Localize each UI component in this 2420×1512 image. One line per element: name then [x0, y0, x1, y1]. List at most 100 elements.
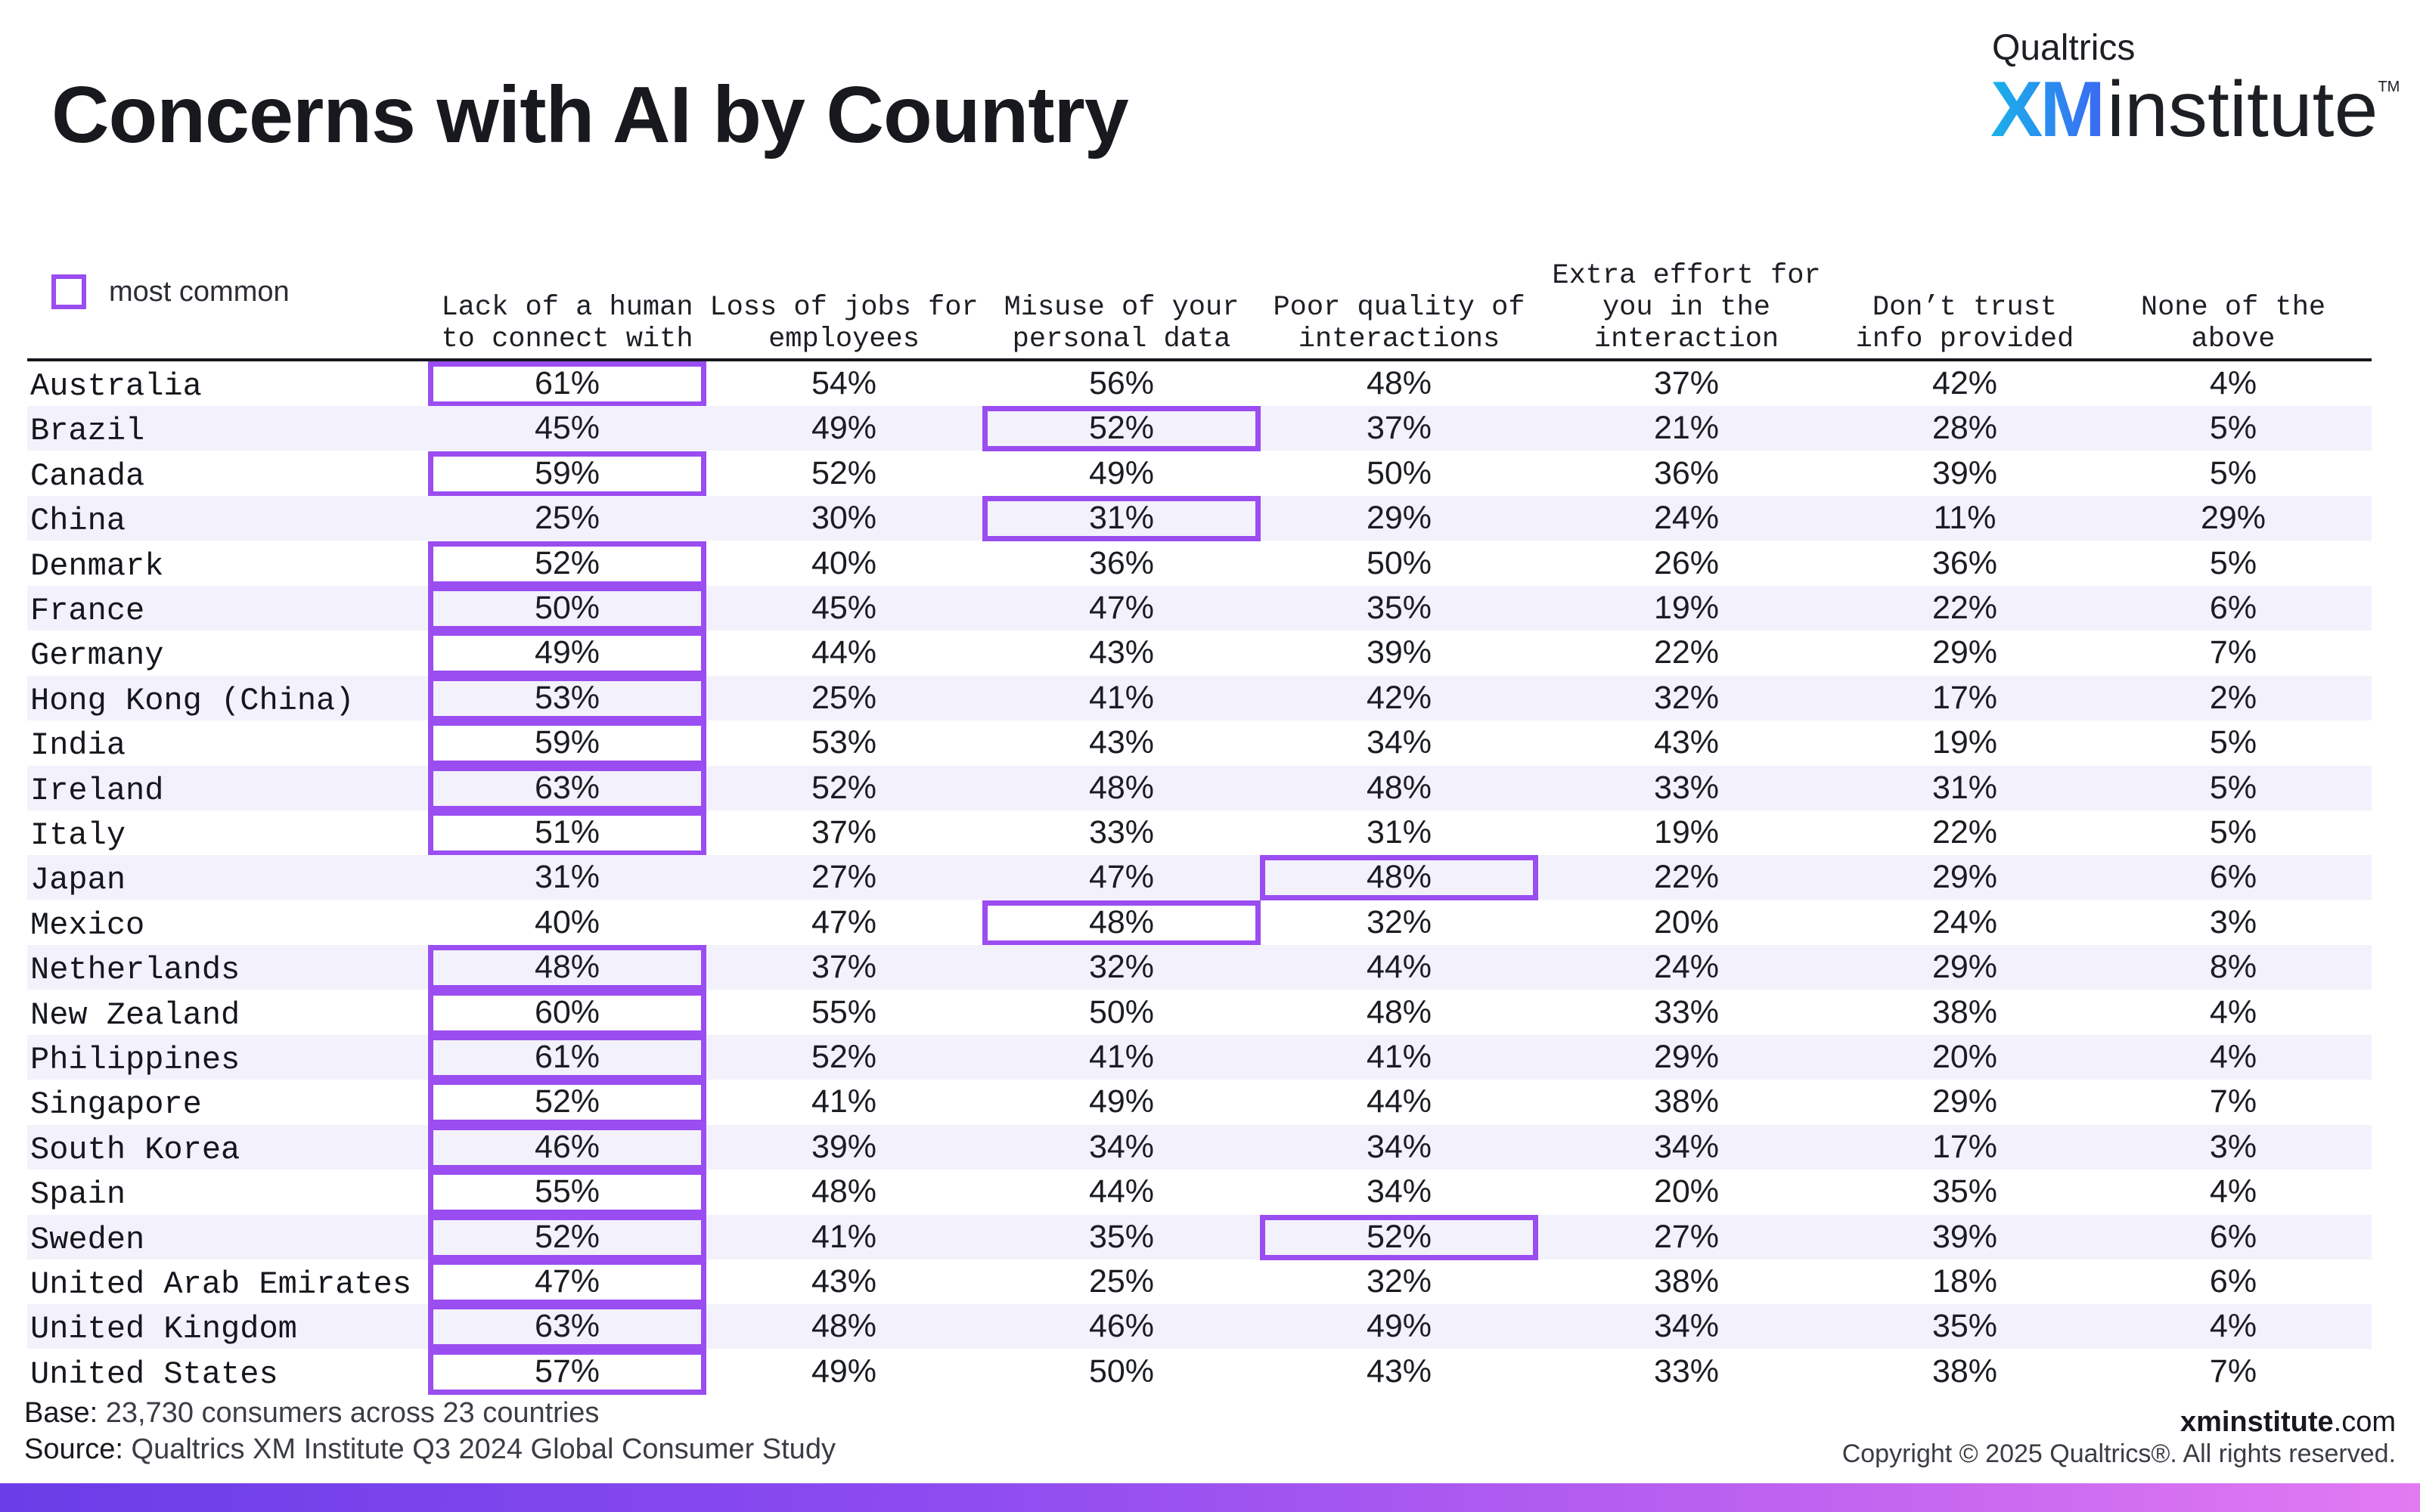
- table-cell: 48%: [811, 1308, 877, 1345]
- table-cell: 48%: [811, 1173, 877, 1210]
- website-link[interactable]: xminstitute.com: [2180, 1406, 2396, 1439]
- website-suffix: .com: [2333, 1406, 2396, 1438]
- table-cell-most-common: 48%: [1260, 855, 1538, 901]
- table-cell: 4%: [2209, 1308, 2257, 1345]
- table-cell: 41%: [1088, 1039, 1155, 1075]
- country-label: Ireland: [30, 772, 164, 809]
- table-cell: 17%: [1931, 1128, 1998, 1165]
- country-label: Italy: [30, 817, 126, 854]
- table-cell: 48%: [1088, 769, 1155, 806]
- table-cell: 29%: [1931, 859, 1998, 896]
- table-cell-most-common: 52%: [428, 1080, 706, 1126]
- table-cell: 42%: [1931, 365, 1998, 401]
- country-label: Canada: [30, 457, 145, 494]
- table-cell: 33%: [1653, 769, 1720, 806]
- table-cell: 6%: [2209, 1218, 2257, 1255]
- row-stripe: [27, 765, 2372, 810]
- row-stripe: [27, 586, 2372, 631]
- source-key: Source:: [24, 1433, 123, 1465]
- table-cell-most-common: 49%: [428, 631, 706, 677]
- column-header: Extra effort for you in the interaction: [1552, 260, 1821, 355]
- table-cell: 54%: [811, 365, 877, 401]
- table-cell: 33%: [1653, 993, 1720, 1030]
- table-cell: 6%: [2209, 1263, 2257, 1300]
- table-cell: 7%: [2209, 1352, 2257, 1390]
- website-bold: xminstitute: [2180, 1406, 2334, 1438]
- column-header: Misuse of your personal data: [1004, 292, 1239, 355]
- table-cell-most-common: 48%: [982, 900, 1261, 946]
- legend: most common: [51, 274, 290, 310]
- row-stripe: [27, 675, 2372, 720]
- country-label: France: [30, 593, 145, 629]
- table-cell: 53%: [811, 724, 877, 761]
- table-cell: 25%: [534, 500, 600, 537]
- table-cell-most-common: 63%: [428, 1304, 706, 1350]
- table-cell: 52%: [811, 1039, 877, 1075]
- table-cell: 29%: [1931, 949, 1998, 986]
- table-cell-most-common: 61%: [428, 361, 706, 407]
- table-cell: 5%: [2209, 724, 2257, 761]
- table-cell: 43%: [1088, 724, 1155, 761]
- table-cell: 4%: [2209, 1039, 2257, 1075]
- table-cell: 49%: [1366, 1308, 1432, 1345]
- table-cell: 43%: [811, 1263, 877, 1300]
- source-note: Source: Qualtrics XM Institute Q3 2024 G…: [24, 1433, 836, 1466]
- table-cell: 22%: [1653, 634, 1720, 671]
- country-label: Germany: [30, 637, 164, 674]
- table-cell: 34%: [1653, 1308, 1720, 1345]
- table-cell: 40%: [811, 544, 877, 581]
- table-cell: 43%: [1366, 1352, 1432, 1390]
- table-cell-most-common: 60%: [428, 990, 706, 1036]
- table-cell: 5%: [2209, 814, 2257, 850]
- table-cell: 41%: [1366, 1039, 1432, 1075]
- column-header: Poor quality of interactions: [1273, 292, 1525, 355]
- country-label: Hong Kong (China): [30, 682, 355, 719]
- table-cell: 38%: [1653, 1083, 1720, 1120]
- table-cell: 39%: [1366, 634, 1432, 671]
- table-cell-most-common: 59%: [428, 451, 706, 497]
- table-cell: 25%: [811, 679, 877, 716]
- table-cell: 27%: [1653, 1218, 1720, 1255]
- row-stripe: [27, 1304, 2372, 1349]
- table-cell: 7%: [2209, 634, 2257, 671]
- table-cell: 7%: [2209, 1083, 2257, 1120]
- country-label: Philippines: [30, 1042, 240, 1078]
- table-cell: 5%: [2209, 454, 2257, 491]
- country-label: Singapore: [30, 1086, 202, 1123]
- table-cell: 24%: [1653, 949, 1720, 986]
- country-label: Brazil: [30, 413, 145, 450]
- table-cell: 49%: [811, 410, 877, 447]
- row-stripe: [27, 1214, 2372, 1259]
- country-label: Mexico: [30, 906, 145, 943]
- table-cell: 55%: [811, 993, 877, 1030]
- table-cell: 50%: [1366, 544, 1432, 581]
- table-cell: 31%: [1366, 814, 1432, 850]
- brand-company: Qualtrics: [1992, 28, 2136, 68]
- table-cell: 22%: [1653, 859, 1720, 896]
- country-label: Spain: [30, 1176, 126, 1213]
- table-cell: 34%: [1366, 1128, 1432, 1165]
- table-cell: 44%: [1366, 949, 1432, 986]
- table-cell: 11%: [1933, 500, 1996, 537]
- table-cell: 36%: [1653, 454, 1720, 491]
- table-cell: 21%: [1653, 410, 1720, 447]
- table-cell: 22%: [1931, 814, 1998, 850]
- table-cell: 41%: [811, 1083, 877, 1120]
- country-label: United States: [30, 1356, 278, 1393]
- table-cell: 18%: [1931, 1263, 1998, 1300]
- table-cell-most-common: 63%: [428, 765, 706, 811]
- table-cell: 36%: [1088, 544, 1155, 581]
- table-cell: 32%: [1653, 679, 1720, 716]
- table-cell: 43%: [1088, 634, 1155, 671]
- table-cell: 25%: [1088, 1263, 1155, 1300]
- table-cell: 31%: [1931, 769, 1998, 806]
- table-cell: 17%: [1931, 679, 1998, 716]
- table-cell: 34%: [1366, 724, 1432, 761]
- table-cell: 33%: [1653, 1352, 1720, 1390]
- table-cell-most-common: 53%: [428, 675, 706, 721]
- table-cell: 52%: [811, 769, 877, 806]
- table-cell: 5%: [2209, 544, 2257, 581]
- row-stripe: [27, 496, 2372, 541]
- table-cell-most-common: 59%: [428, 720, 706, 767]
- table-cell: 39%: [1931, 1218, 1998, 1255]
